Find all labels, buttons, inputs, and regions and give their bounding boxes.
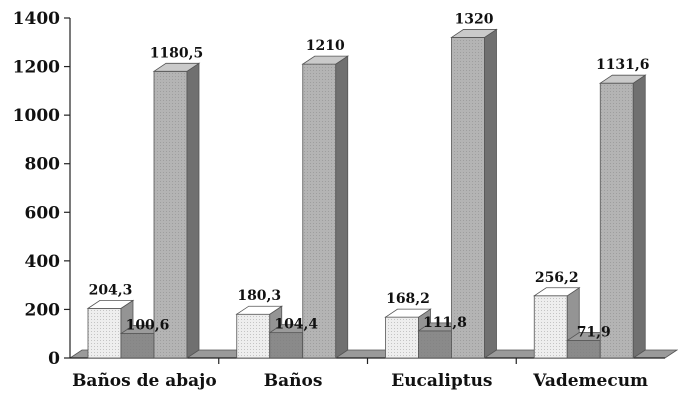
bar-top [152,62,201,72]
data-label: 204,3 [89,282,133,298]
bar-texture [236,314,270,358]
bar [301,55,350,359]
data-label: 256,2 [535,270,579,286]
bar-top [450,29,498,38]
bar-side [484,28,497,359]
data-label: 1320 [455,11,494,27]
bar-side [632,74,646,359]
bar-texture [385,317,419,358]
data-label: 104,4 [274,317,318,333]
x-tick-label: Vademecum [532,371,648,391]
bar-texture [418,330,452,358]
data-label: 180,3 [237,288,281,304]
bar-texture [302,64,336,359]
bars-layer [86,28,647,359]
bar-top [532,287,581,297]
data-label: 100,6 [126,318,170,334]
y-tick-label: 400 [25,252,61,272]
x-tick-label: Eucaliptus [391,371,492,391]
bar-texture [269,332,303,358]
bar-top [235,305,284,315]
bar-texture [451,37,485,359]
bar-texture [600,83,634,358]
data-label: 111,8 [423,315,467,331]
bar-side [186,62,200,359]
y-tick-label: 600 [25,203,61,223]
y-tick-label: 0 [48,349,60,369]
data-label: 71,9 [577,325,611,341]
y-tick-label: 1000 [13,106,60,126]
bar-texture [534,295,568,358]
bar [152,62,201,359]
bar-top [86,299,135,309]
y-tick-label: 1200 [13,58,60,78]
bar [450,28,498,359]
x-tick-label: Baños de abajo [72,371,217,391]
data-label: 1180,5 [150,45,204,61]
data-label: 1210 [306,38,345,54]
bar-top [301,55,350,65]
y-tick-label: 200 [25,300,61,320]
bar [598,74,647,359]
bar-side [335,55,349,359]
y-tick-label: 1400 [13,9,60,29]
x-tick-label: Baños [264,371,323,391]
data-label: 168,2 [386,291,430,307]
bar-texture [567,340,601,358]
y-tick-label: 800 [25,155,61,175]
bar-texture [154,71,187,359]
bar-texture [121,333,154,358]
labels-layer: 0 200 400 600 800 1000 1200 1400 Baños de abajo B… [13,9,650,391]
bar-top [384,308,432,318]
bar-top [598,74,647,84]
data-label: 1131,6 [596,57,650,73]
bar-texture [88,308,121,358]
